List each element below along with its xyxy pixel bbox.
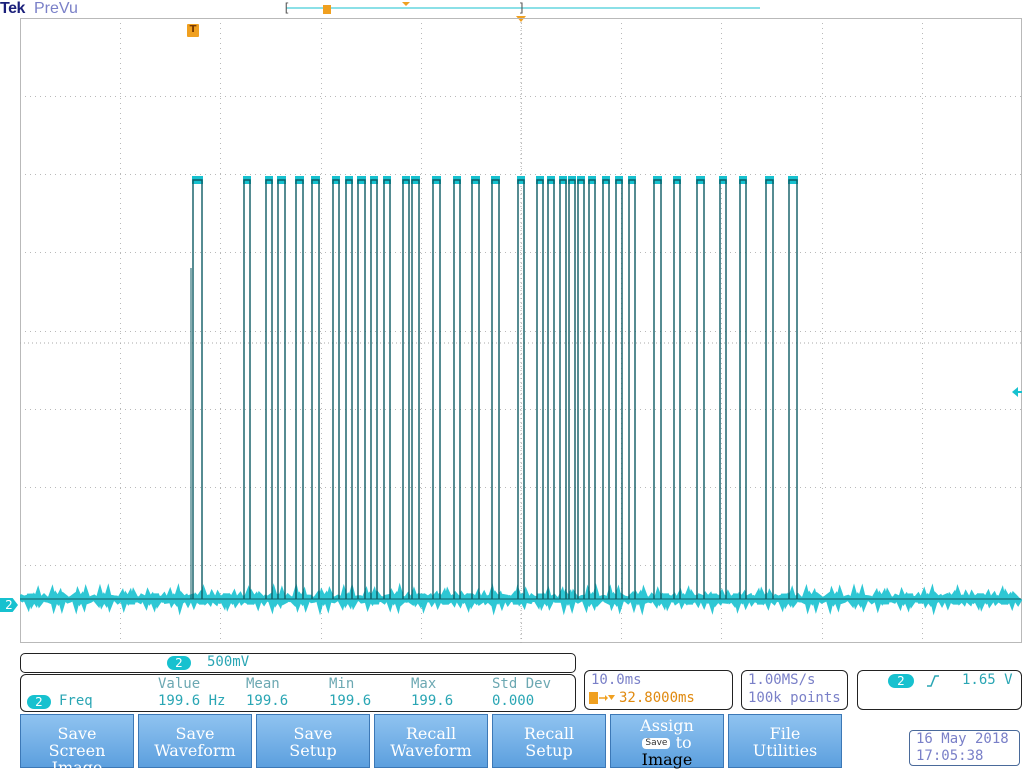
pulse-edge xyxy=(588,179,596,599)
horizontal-readout[interactable]: 10.0ms 32.8000ms xyxy=(584,670,733,710)
measurement-readout[interactable]: Value Mean Min Max Std Dev 2 Freq 199.6 … xyxy=(20,674,576,712)
pulse-edge xyxy=(402,179,410,599)
trigger-readout[interactable]: 2 1.65 V xyxy=(857,670,1022,710)
trigger-delay-icon xyxy=(589,692,615,704)
pulse-edge xyxy=(265,179,273,599)
pulse-edge xyxy=(719,179,727,599)
channel-2-badge: 2 xyxy=(167,656,191,670)
time-per-division: 10.0ms xyxy=(591,672,642,688)
pulse-edge xyxy=(332,179,340,599)
pulse-edge xyxy=(345,179,353,599)
save-screen-image-button[interactable]: Save Screen Image xyxy=(20,714,134,776)
pulse-edge xyxy=(192,179,203,599)
measurement-std-dev: 0.000 xyxy=(492,693,535,709)
measurement-min: 199.6 xyxy=(329,693,372,709)
pulse-edge xyxy=(491,179,500,599)
horizontal-delay-value: 32.8000ms xyxy=(619,690,695,706)
trigger-level: 1.65 V xyxy=(962,672,1013,688)
record-view-end-bracket: ] xyxy=(518,1,525,15)
pulse-edge xyxy=(411,179,420,599)
recall-setup-button[interactable]: Recall Setup xyxy=(492,714,606,768)
measurement-mean: 199.6 xyxy=(246,693,289,709)
file-utilities-button[interactable]: File Utilities xyxy=(728,714,842,768)
measurement-value: 199.6 Hz xyxy=(158,693,226,709)
pulse-edge xyxy=(517,179,525,599)
pulse-edge xyxy=(602,179,610,599)
pulse-edge xyxy=(383,179,391,599)
pulse-edge xyxy=(788,179,798,599)
pulse-edge xyxy=(432,179,441,599)
pulse-edge xyxy=(547,179,555,599)
pulse-edge xyxy=(577,179,585,599)
rising-edge-icon xyxy=(927,675,939,687)
channel-scale-readout[interactable]: 2 500mV xyxy=(20,653,576,673)
recall-waveform-button[interactable]: Recall Waveform xyxy=(374,714,488,768)
measurement-max: 199.6 xyxy=(411,693,454,709)
acquisition-mode-label: PreVu xyxy=(34,0,78,17)
date: 16 May 2018 xyxy=(916,731,1009,747)
pulse-edge xyxy=(673,179,681,599)
pulse-edge xyxy=(568,179,576,599)
acquisition-readout[interactable]: 1.00MS/s 100k points xyxy=(741,670,848,710)
pulse-edge xyxy=(765,179,774,599)
record-view-start-bracket: [ xyxy=(283,1,290,15)
pulse-edge xyxy=(536,179,544,599)
measurement-name: Freq xyxy=(59,693,93,709)
save-key-badge: Save xyxy=(642,738,671,749)
save-setup-button[interactable]: Save Setup xyxy=(256,714,370,768)
assign-save-to-image-button[interactable]: Assign Save to Image xyxy=(610,714,724,768)
trigger-position-marker[interactable]: T xyxy=(187,24,199,37)
measurement-header-min: Min xyxy=(329,676,355,692)
waveform-display[interactable] xyxy=(20,18,1022,643)
measurement-header-value: Value xyxy=(158,676,201,692)
channel-2-ground-marker[interactable]: 2 xyxy=(0,598,18,612)
measurement-channel-badge: 2 xyxy=(27,695,51,709)
pulse-edge xyxy=(739,179,747,599)
pulse-edge xyxy=(559,179,567,599)
time: 17:05:38 xyxy=(916,748,984,764)
graticule xyxy=(20,18,1022,643)
pulse-edge xyxy=(277,179,286,599)
pulse-edge xyxy=(453,179,461,599)
save-waveform-button[interactable]: Save Waveform xyxy=(138,714,252,768)
pulse-edge xyxy=(615,179,623,599)
pulse-edge xyxy=(370,179,378,599)
record-length: 100k points xyxy=(748,690,841,706)
record-trigger-marker xyxy=(323,5,331,14)
pulse-edge xyxy=(357,179,366,599)
trigger-channel-badge: 2 xyxy=(888,674,914,688)
vertical-scale-value: 500mV xyxy=(207,654,250,670)
measurement-header-max: Max xyxy=(411,676,437,692)
record-center-marker xyxy=(402,2,410,6)
pulse-edge xyxy=(653,179,662,599)
date-time-display: 16 May 2018 17:05:38 xyxy=(909,730,1020,766)
measurement-header-std-dev: Std Dev xyxy=(492,676,552,692)
pulse-edge xyxy=(696,179,705,599)
pulse-edge xyxy=(295,179,304,599)
pulse-edge xyxy=(243,179,251,599)
pulse-edge xyxy=(471,179,480,599)
measurement-header-mean: Mean xyxy=(246,676,280,692)
tek-logo: Tek xyxy=(0,0,25,17)
pulse-edge xyxy=(628,179,636,599)
sample-rate: 1.00MS/s xyxy=(748,672,816,688)
trigger-level-marker[interactable] xyxy=(1010,386,1022,398)
pulse-edge xyxy=(311,179,320,599)
